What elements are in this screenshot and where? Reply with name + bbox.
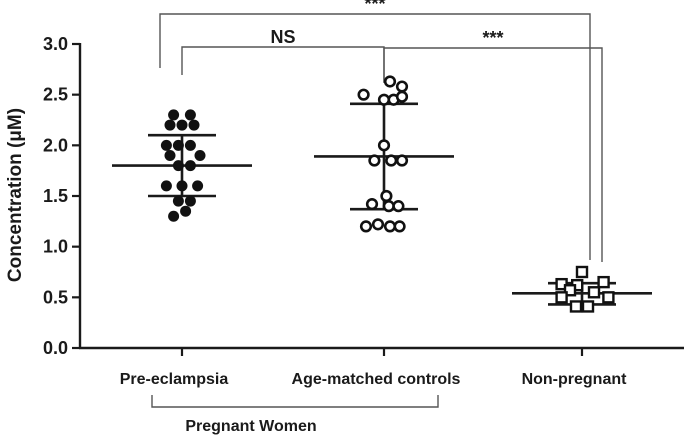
data-points <box>160 75 615 313</box>
open-square-point <box>602 291 615 304</box>
y-tick-label: 1.0 <box>43 237 68 257</box>
open-square-point <box>597 275 610 289</box>
y-tick-label: 2.5 <box>43 85 68 105</box>
group-bracket: Pregnant Women <box>151 395 439 435</box>
open-circle-point <box>395 90 409 103</box>
open-circle-point <box>385 154 398 167</box>
open-circle-point <box>377 139 391 152</box>
y-axis-label: Concentration (μM) <box>5 108 26 282</box>
filled-circle-point <box>164 149 176 161</box>
filled-circle-point <box>172 160 184 172</box>
open-circle-point <box>357 88 370 101</box>
y-tick-label: 0.5 <box>43 287 68 307</box>
significance-bracket <box>181 46 385 82</box>
filled-circle-point <box>172 139 184 151</box>
x-axis: Pre-eclampsia Age-matched controls Non-pre… <box>79 346 684 388</box>
filled-circle-point <box>172 195 184 207</box>
significance-label: NS <box>270 27 295 47</box>
significance-bracket <box>159 13 591 260</box>
filled-circle-point <box>184 109 196 121</box>
open-circle-point <box>382 200 395 213</box>
open-circle-point <box>380 189 393 203</box>
open-square-point <box>575 265 589 279</box>
filled-circle-point <box>180 205 192 217</box>
filled-circle-point <box>194 149 206 161</box>
open-square-point <box>555 291 568 304</box>
open-circle-point <box>365 198 379 211</box>
y-tick-label: 2.0 <box>43 135 68 155</box>
filled-circle-point <box>192 180 204 192</box>
open-circle-point <box>395 154 409 167</box>
significance-label: *** <box>364 0 385 14</box>
x-tick-label: Pre-eclampsia <box>120 371 229 388</box>
filled-circle-point <box>176 180 188 192</box>
open-circle-point <box>359 220 373 233</box>
x-tick-label: Age-matched controls <box>292 371 461 388</box>
open-square-point <box>563 284 577 297</box>
significance-bracket <box>383 47 603 262</box>
filled-circle-point <box>188 119 200 131</box>
filled-circle-point <box>160 139 172 151</box>
open-circle-point <box>371 218 385 231</box>
open-square-point <box>569 300 583 313</box>
filled-circle-point <box>184 195 196 207</box>
y-axis: 0.0 0.5 1.0 1.5 2.0 2.5 3.0 <box>43 34 82 358</box>
group-label: Pregnant Women <box>185 418 316 435</box>
filled-circle-point <box>160 180 172 192</box>
filled-circle-point <box>176 119 188 131</box>
y-tick-label: 1.5 <box>43 186 68 206</box>
filled-circle-point <box>168 210 180 222</box>
significance-label: *** <box>482 28 503 48</box>
open-circle-point <box>368 154 381 167</box>
open-square-point <box>587 286 601 299</box>
open-circle-point <box>377 93 391 106</box>
y-tick-label: 0.0 <box>43 338 68 358</box>
y-tick-label: 3.0 <box>43 34 68 54</box>
filled-circle-point <box>168 109 180 121</box>
significance-brackets: NS *** *** <box>159 0 603 262</box>
open-circle-point <box>395 80 409 93</box>
open-circle-point <box>393 220 406 233</box>
filled-circle-point <box>164 119 176 131</box>
open-circle-point <box>383 75 397 88</box>
filled-circle-point <box>184 160 196 172</box>
open-circle-point <box>392 200 405 213</box>
open-square-point <box>581 300 595 313</box>
x-tick-label: Non-pregnant <box>522 371 628 388</box>
group-bracket-line <box>151 395 439 408</box>
filled-circle-point <box>184 139 196 151</box>
open-circle-point <box>383 220 397 233</box>
